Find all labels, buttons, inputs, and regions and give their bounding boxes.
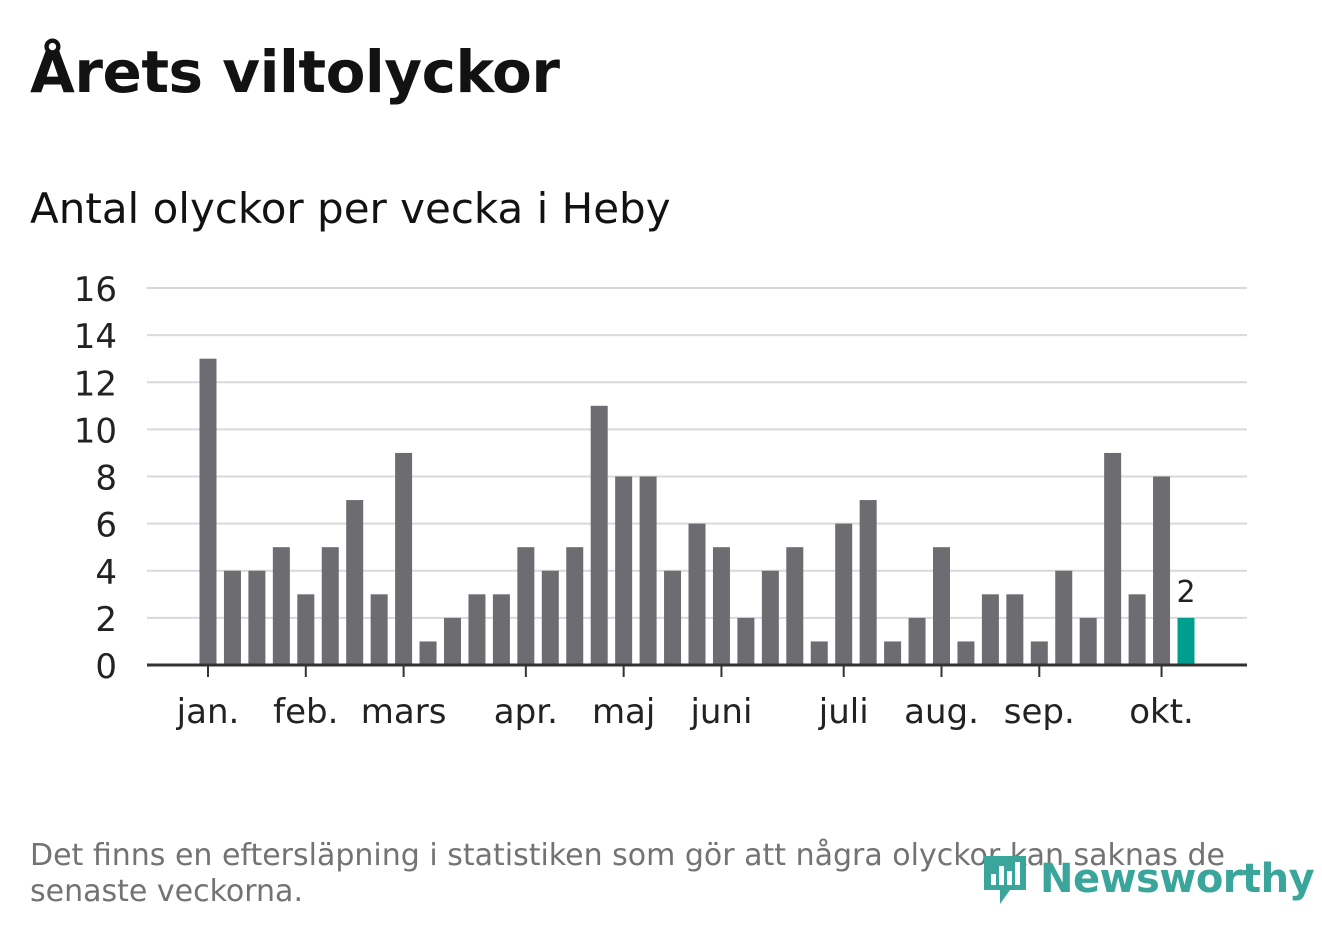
- bar: [810, 641, 828, 665]
- brand-logo: Newsworthy: [980, 850, 1315, 908]
- bar: [395, 452, 413, 665]
- bar: [1030, 641, 1048, 665]
- bar: [566, 547, 584, 665]
- bar: [590, 405, 608, 665]
- bar: [1104, 452, 1122, 665]
- y-tick-label: 6: [95, 506, 117, 546]
- y-tick-label: 0: [95, 647, 117, 687]
- bar: [615, 476, 633, 665]
- bar: [835, 523, 853, 665]
- y-tick-label: 4: [95, 553, 117, 593]
- bar: [468, 594, 486, 665]
- bar: [370, 594, 388, 665]
- bar-chart: 0 2 4 6 8 10 12 14 16 2 jan. feb. mars apr. maj juni jul…: [74, 270, 1247, 732]
- bar: [419, 641, 437, 665]
- x-tick-label: mars: [361, 692, 447, 732]
- newsworthy-logo-icon: [984, 856, 1026, 904]
- bar: [444, 617, 461, 665]
- bar: [541, 570, 559, 665]
- bar: [1055, 570, 1073, 665]
- chart-title: Årets viltolyckor: [30, 38, 560, 106]
- bar: [712, 547, 730, 665]
- bar: [908, 617, 926, 665]
- bar: [297, 594, 315, 665]
- x-tick-label: aug.: [904, 692, 979, 732]
- x-tick-label: juni: [689, 692, 752, 732]
- bar: [248, 570, 266, 665]
- bar: [199, 358, 217, 665]
- bar: [957, 641, 975, 665]
- brand-name: Newsworthy: [1040, 856, 1315, 902]
- footnote: Det finns en eftersläpning i statistiken…: [30, 838, 1225, 909]
- chart-subtitle: Antal olyckor per vecka i Heby: [30, 184, 671, 233]
- x-tick-label: maj: [592, 692, 655, 732]
- bar: [1006, 594, 1024, 665]
- bar: [933, 547, 950, 665]
- x-tick-label: feb.: [273, 692, 338, 732]
- bar: [761, 570, 779, 665]
- x-tick-label: okt.: [1129, 692, 1194, 732]
- y-tick-label: 14: [74, 317, 117, 357]
- x-tick-label: apr.: [494, 692, 558, 732]
- y-tick-label: 8: [95, 459, 117, 499]
- x-tick-label: sep.: [1004, 692, 1075, 732]
- bar: [321, 547, 339, 665]
- bar: [688, 523, 706, 665]
- bar: [786, 547, 804, 665]
- bar: [272, 547, 290, 665]
- bar: [1079, 617, 1097, 665]
- y-tick-label: 2: [95, 600, 117, 640]
- bar: [981, 594, 999, 665]
- y-tick-label: 12: [74, 364, 117, 404]
- bar: [639, 476, 657, 665]
- bar: [1177, 617, 1195, 665]
- bar: [517, 547, 535, 665]
- bar: [1153, 476, 1171, 665]
- bar: [859, 500, 877, 665]
- data-label: 2: [1176, 575, 1195, 610]
- x-tick-label: juli: [818, 692, 869, 732]
- bar: [664, 570, 682, 665]
- y-tick-label: 10: [74, 411, 117, 451]
- bar: [223, 570, 241, 665]
- x-tick-label: jan.: [176, 692, 240, 732]
- bar: [1128, 594, 1146, 665]
- bar: [492, 594, 510, 665]
- bar: [737, 617, 755, 665]
- y-tick-label: 16: [74, 270, 117, 310]
- bar: [884, 641, 902, 665]
- bar: [346, 500, 364, 665]
